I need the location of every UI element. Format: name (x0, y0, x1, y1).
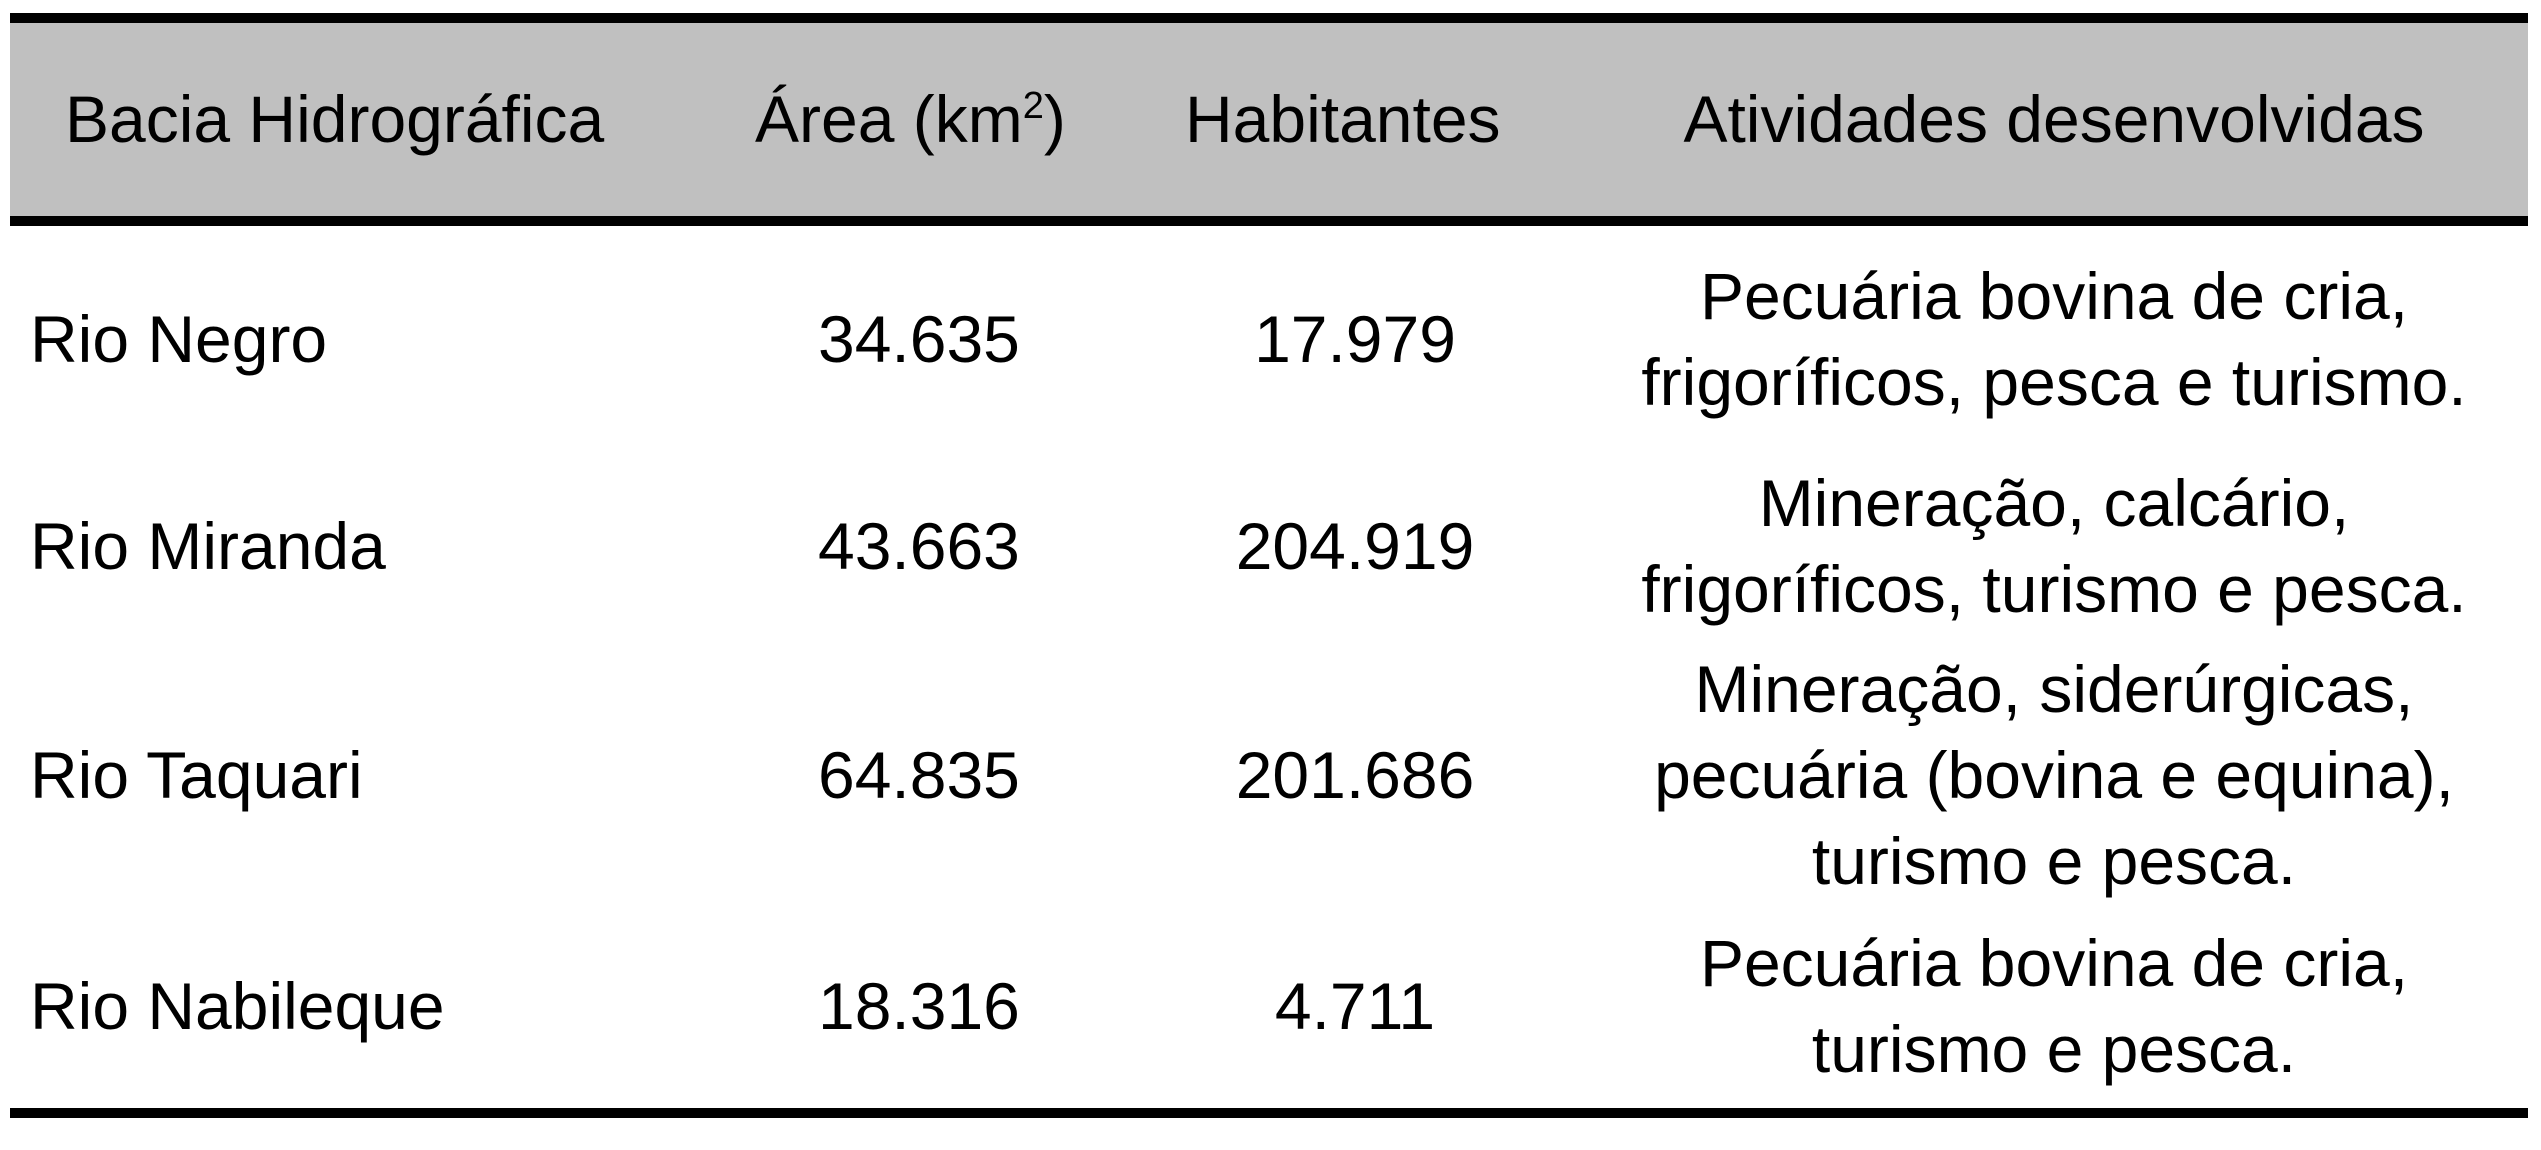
activities-line: Pecuária bovina de cria, (1699, 259, 2409, 333)
cell-area: 18.316 (725, 904, 1130, 1118)
cell-inhabitants: 204.919 (1235, 509, 1475, 583)
header-inhabitants: Habitantes (1130, 13, 1580, 226)
cell-activities: Pecuária bovina de cria, frigoríficos, p… (1580, 221, 2528, 446)
header-area: Área (km2) (725, 13, 1130, 226)
header-area-superscript: 2 (1022, 85, 1044, 128)
activities-line: frigoríficos, pesca e turismo. (1641, 345, 2467, 419)
table-row: Rio Taquari 64.835 201.686 Mineração, si… (10, 646, 2528, 904)
cell-basin: Rio Nabileque (10, 904, 725, 1118)
cell-activities: Pecuária bovina de cria, turismo e pesca… (1580, 904, 2528, 1118)
cell-basin: Rio Taquari (30, 738, 363, 812)
cell-area: 64.835 (818, 738, 1020, 812)
activities-line: turismo e pesca. (1811, 1012, 2297, 1086)
cell-inhabitants: 17.979 (1254, 302, 1456, 376)
header-basin: Bacia Hidrográfica (10, 13, 725, 226)
cell-basin: Rio Miranda (30, 509, 386, 583)
cell-area: 34.635 (818, 302, 1020, 376)
table-row: Rio Nabileque 18.316 4.711 Pecuária bovi… (10, 904, 2528, 1118)
activities-line: Mineração, calcário, (1758, 466, 2350, 540)
activities-line: Pecuária bovina de cria, (1699, 926, 2409, 1000)
river-basins-table: Bacia Hidrográfica Área (km2) Habitantes… (10, 13, 2528, 1118)
header-area-label: Área (km (755, 82, 1023, 157)
header-activities: Atividades desenvolvidas (1580, 13, 2528, 226)
header-area-close: ) (1043, 82, 1066, 157)
activities-line: turismo e pesca. (1811, 824, 2297, 898)
activities-line: frigoríficos, turismo e pesca. (1641, 552, 2467, 626)
cell-inhabitants: 4.711 (1130, 904, 1580, 1118)
cell-area: 43.663 (818, 509, 1020, 583)
cell-basin: Rio Negro (30, 302, 328, 376)
table-header: Bacia Hidrográfica Área (km2) Habitantes… (10, 13, 2528, 226)
activities-line: Mineração, siderúrgicas, (1694, 652, 2414, 726)
table-row: Rio Miranda 43.663 204.919 Mineração, ca… (10, 446, 2528, 646)
table-row: Rio Negro 34.635 17.979 Pecuária bovina … (10, 221, 2528, 446)
cell-activities: Mineração, siderúrgicas, pecuária (bovin… (1580, 646, 2528, 904)
header-row: Bacia Hidrográfica Área (km2) Habitantes… (10, 13, 2528, 226)
cell-inhabitants: 201.686 (1235, 738, 1475, 812)
activities-line: pecuária (bovina e equina), (1654, 738, 2454, 812)
table-body: Rio Negro 34.635 17.979 Pecuária bovina … (10, 221, 2528, 1118)
cell-activities: Mineração, calcário, frigoríficos, turis… (1580, 446, 2528, 646)
